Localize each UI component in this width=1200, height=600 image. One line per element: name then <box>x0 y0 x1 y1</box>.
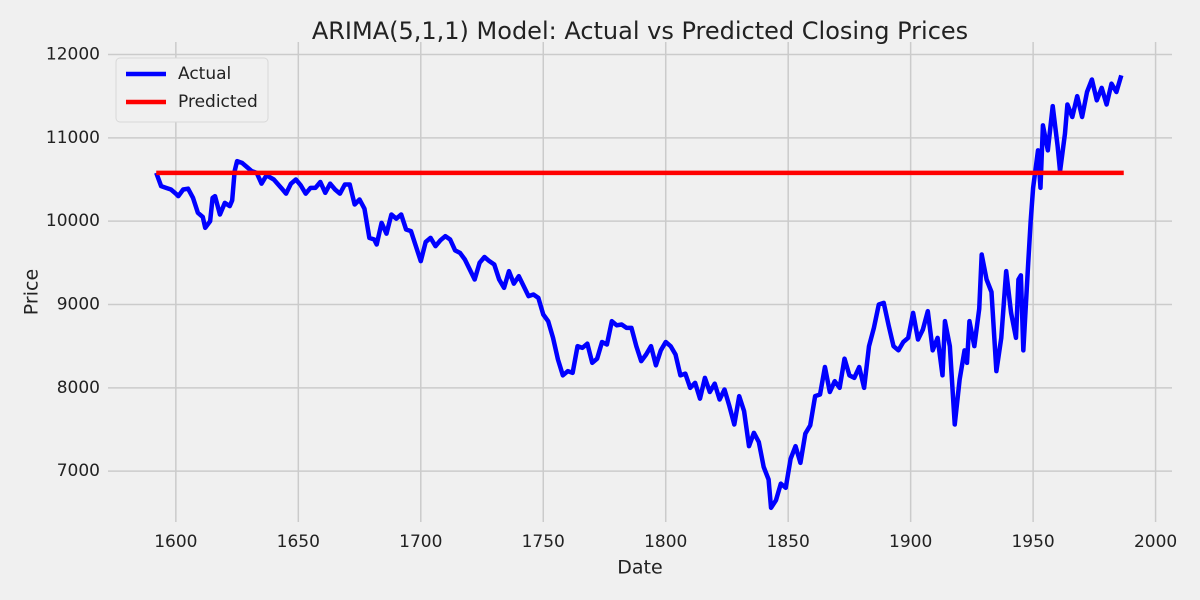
y-axis-label: Price <box>21 269 43 315</box>
x-tick-label: 1600 <box>154 532 197 552</box>
x-tick-label: 1750 <box>522 532 565 552</box>
y-tick-label: 11000 <box>46 128 100 148</box>
legend-label: Actual <box>178 64 231 84</box>
grid: 7000 8000 9000 10000 11000 12000 1600 1650 1700 1… <box>46 42 1177 552</box>
x-tick-label: 1900 <box>889 532 932 552</box>
y-tick-label: 7000 <box>57 461 100 481</box>
x-tick-label: 1850 <box>767 532 810 552</box>
x-tick-label: 1800 <box>644 532 687 552</box>
x-tick-label: 2000 <box>1134 532 1177 552</box>
x-tick-label: 1700 <box>399 532 442 552</box>
x-tick-label: 1950 <box>1011 532 1054 552</box>
chart-title: ARIMA(5,1,1) Model: Actual vs Predicted … <box>312 17 968 45</box>
y-tick-label: 12000 <box>46 45 100 65</box>
x-axis-label: Date <box>617 557 662 579</box>
plot-area <box>154 74 1124 511</box>
y-tick-label: 10000 <box>46 211 100 231</box>
y-tick-label: 9000 <box>57 295 100 315</box>
y-tick-label: 8000 <box>57 378 100 398</box>
legend-label: Predicted <box>178 92 258 112</box>
x-tick-label: 1650 <box>277 532 320 552</box>
data-line <box>154 74 1124 511</box>
legend: Actual Predicted <box>115 57 269 123</box>
